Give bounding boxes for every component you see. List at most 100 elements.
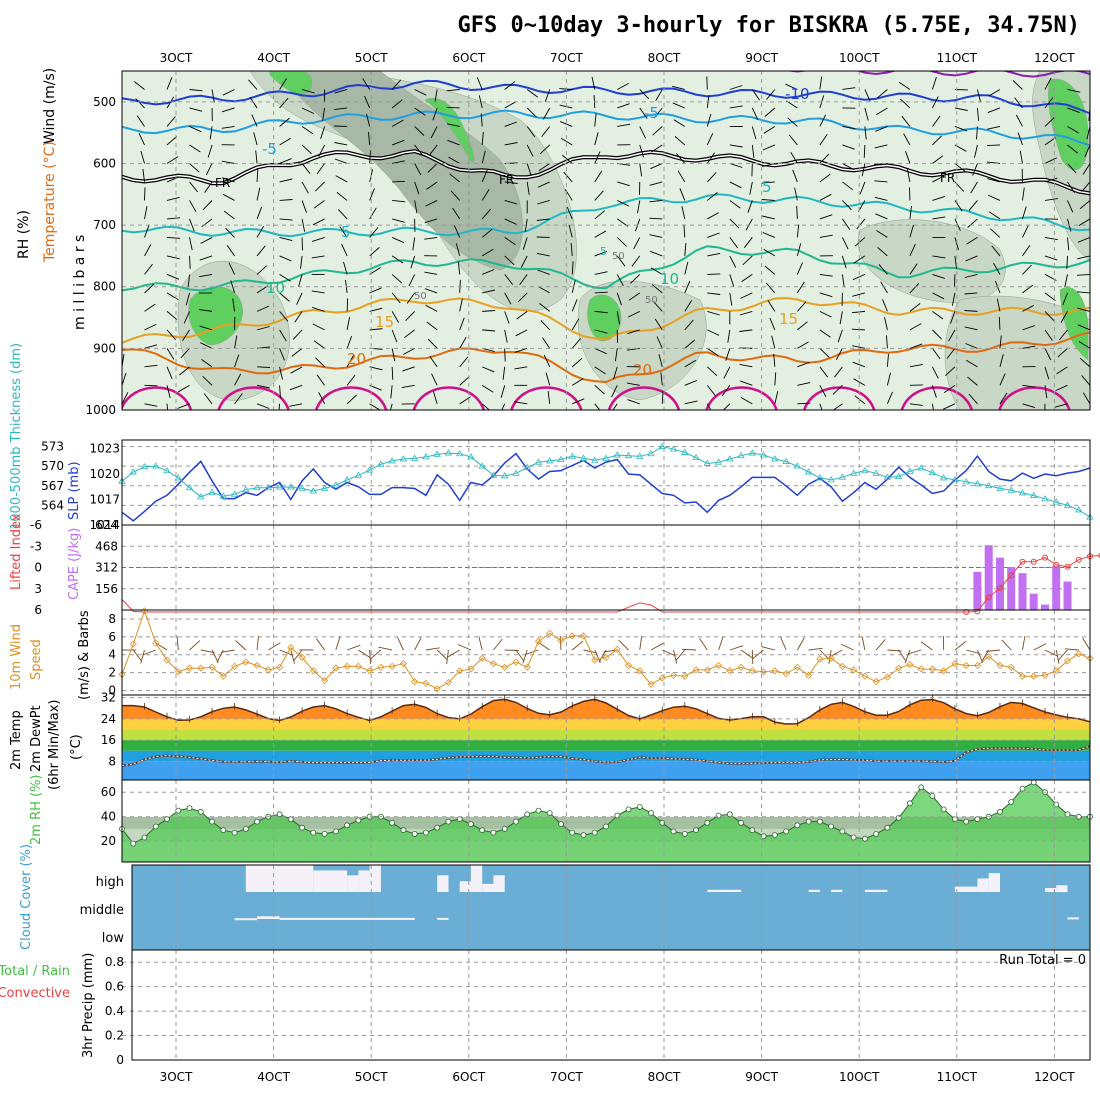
wind-barb	[166, 196, 180, 201]
thickness-point	[219, 492, 228, 499]
thickness-point	[467, 453, 475, 460]
wind-barb	[315, 181, 325, 192]
li-point	[1075, 556, 1082, 563]
wind-barb	[424, 288, 438, 294]
wind-barb	[290, 366, 303, 374]
wind-barb	[819, 214, 833, 220]
isotherm-label: 5	[341, 223, 351, 241]
wind-barb	[976, 126, 978, 140]
wind-barb	[1044, 292, 1056, 302]
wind-barb	[727, 329, 731, 343]
wind-barb	[1067, 107, 1080, 114]
wind-barb	[909, 403, 923, 406]
wind-barb	[1067, 126, 1079, 134]
wind10-barb	[907, 649, 922, 655]
wind-barb	[674, 136, 686, 146]
wind-barb	[425, 200, 438, 207]
wind-barb	[751, 89, 760, 101]
wind-barb	[842, 126, 856, 130]
wind-barb	[514, 401, 528, 405]
wind-barb	[369, 188, 375, 201]
thickness-point	[163, 466, 171, 474]
thickness-point	[714, 458, 723, 465]
wind10-barb	[140, 649, 145, 664]
rh-point	[164, 816, 170, 823]
wind-barb	[414, 144, 423, 156]
wind-barb	[391, 329, 398, 343]
rh-point	[828, 823, 834, 830]
wind-barb	[594, 291, 608, 294]
wind-barb	[1022, 304, 1035, 312]
temp-axis-label: Temperature (°C)	[42, 141, 58, 263]
wind-barb	[187, 274, 190, 288]
thickness-point	[455, 449, 464, 457]
wind-barb	[1044, 157, 1057, 164]
wind-barb	[292, 329, 303, 340]
wind-barb	[459, 356, 469, 368]
wind-barb	[852, 273, 866, 281]
rh-point	[625, 806, 632, 813]
wind-barb	[988, 211, 1001, 220]
wind-barb	[739, 310, 753, 316]
wind-barb	[842, 87, 856, 90]
wind10-barb	[662, 649, 676, 657]
wind10-barb	[1022, 636, 1026, 651]
wind10-point	[782, 669, 790, 678]
wind-barb	[1060, 311, 1068, 323]
wind-barb	[672, 85, 685, 90]
wind-barb	[279, 366, 283, 380]
wind-barb	[729, 105, 743, 109]
thickness-point	[354, 471, 363, 478]
wind10-barb	[904, 649, 911, 664]
wind-barb	[452, 207, 461, 220]
isotherm-line	[122, 150, 1090, 195]
wind-barb	[122, 199, 123, 201]
thickness-point	[928, 468, 937, 476]
wind-barb	[538, 286, 550, 294]
wind10-barb	[493, 638, 503, 651]
wind-barb	[864, 89, 871, 102]
wind-barb	[166, 236, 181, 239]
wind-barb	[410, 255, 416, 269]
tick-label: 500	[93, 95, 116, 109]
wind10-barb	[316, 638, 325, 651]
thickness-point	[894, 472, 903, 480]
cape-bar	[996, 557, 1004, 610]
wind-barb	[519, 274, 528, 286]
wind-barb	[434, 89, 438, 103]
wind-barb	[639, 144, 645, 158]
wind-barb	[630, 274, 641, 284]
wind-barb	[877, 247, 888, 257]
wind10-point	[906, 661, 914, 669]
wind-barb	[334, 158, 348, 164]
wind-barb	[1082, 392, 1090, 405]
wind-barb	[676, 153, 686, 164]
isotherm-line	[122, 79, 1090, 115]
wind-barb	[222, 177, 235, 183]
wind-barb	[649, 181, 663, 186]
wind-barb	[502, 366, 506, 380]
isotherm-line	[122, 193, 1090, 238]
wind-barb	[390, 403, 393, 410]
wind-barb	[539, 303, 550, 312]
cape-li-panel: 624 468 312 156 -6 -3 0 3 6 Lifted Index CAPE (J…	[9, 513, 1100, 617]
wind10-grid	[122, 610, 1090, 695]
rh-point	[670, 828, 677, 835]
wind-barb	[1017, 132, 1023, 146]
wind-barb	[672, 102, 685, 109]
wind-barb	[725, 348, 731, 361]
wind-barb	[767, 300, 776, 312]
wind-barb	[649, 199, 663, 203]
wind-barb	[514, 366, 528, 370]
wind-barb	[448, 156, 460, 164]
wind-barb	[832, 403, 843, 410]
rh-point	[197, 808, 204, 815]
rh-point	[783, 828, 789, 835]
temp-band	[122, 729, 1090, 741]
wind-barb	[964, 292, 978, 295]
wind-barb	[932, 292, 945, 300]
wind10-point	[861, 672, 869, 680]
wind-barb	[144, 323, 157, 331]
rh-point	[884, 824, 891, 831]
upper-air-grid	[122, 71, 1090, 411]
